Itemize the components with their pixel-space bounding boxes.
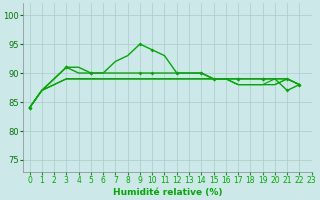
X-axis label: Humidité relative (%): Humidité relative (%) (113, 188, 222, 197)
